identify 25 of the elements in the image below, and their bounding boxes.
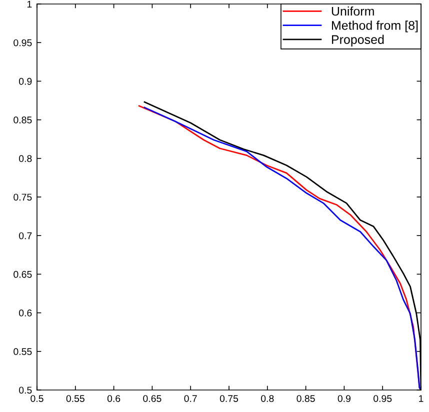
- x-tick-label: 0.95: [374, 395, 392, 402]
- x-tick-label: 0.8: [261, 395, 274, 402]
- y-tick-label: 0.8: [19, 155, 32, 162]
- y-tick-label: 0.55: [14, 348, 32, 356]
- legend-label: Uniform: [332, 6, 374, 16]
- y-tick-label: 0.95: [14, 39, 32, 46]
- y-tick-label: 0.65: [14, 270, 32, 278]
- x-tick-label: 1: [419, 395, 424, 402]
- y-tick-label: 0.85: [14, 116, 32, 124]
- y-tick-label: 1: [27, 0, 32, 8]
- legend-label: Method from [8]: [332, 20, 418, 32]
- y-tick-label: 0.7: [19, 232, 32, 240]
- y-tick-label: 0.5: [19, 386, 32, 394]
- x-tick-label: 0.6: [107, 395, 120, 402]
- y-tick-label: 0.6: [19, 310, 32, 316]
- legend-label: Proposed: [332, 34, 384, 46]
- x-tick-label: 0.9: [338, 395, 350, 402]
- x-tick-label: 0.65: [143, 395, 162, 402]
- x-tick-label: 0.75: [220, 395, 238, 402]
- x-tick-label: 0.55: [66, 395, 84, 402]
- x-tick-label: 0.5: [30, 395, 44, 402]
- y-tick-label: 0.9: [19, 78, 32, 85]
- x-tick-label: 0.7: [184, 395, 197, 402]
- x-tick-label: 0.85: [296, 395, 315, 402]
- y-tick-label: 0.75: [14, 194, 32, 201]
